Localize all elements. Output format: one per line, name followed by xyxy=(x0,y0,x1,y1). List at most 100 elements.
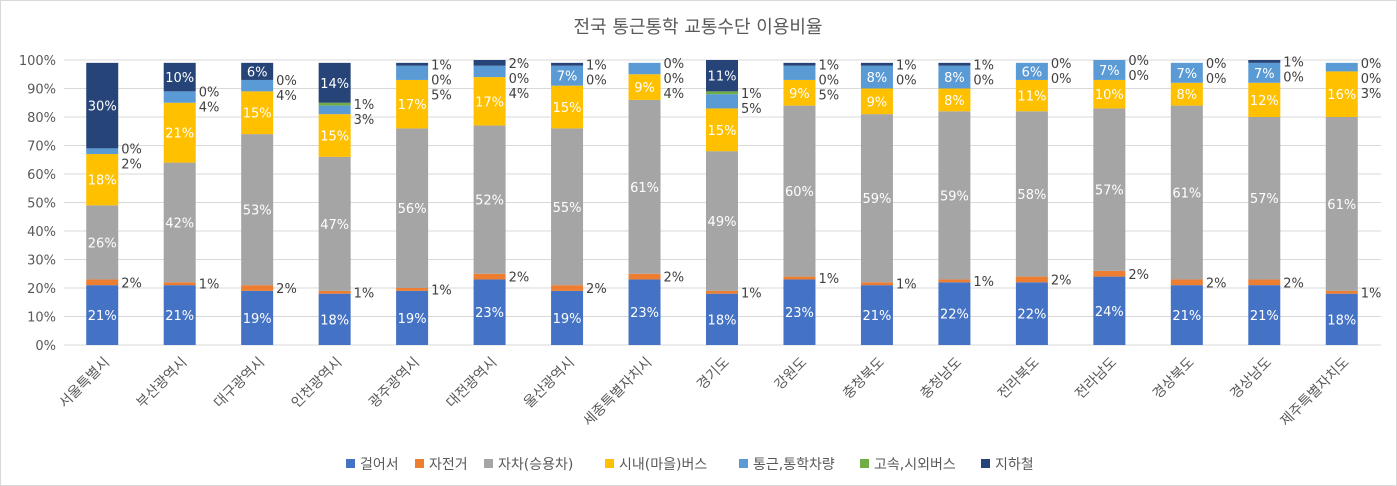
bar-stack: 22%59%8%8%1%0%1% xyxy=(938,58,994,345)
bar-segment xyxy=(551,285,584,291)
bar-segment xyxy=(396,62,429,66)
legend-item: 고속,시외버스 xyxy=(860,457,956,473)
bar-segment xyxy=(1093,79,1126,109)
bar-segment xyxy=(783,62,816,66)
data-label: 21% xyxy=(165,127,194,142)
legend-swatch xyxy=(605,459,614,468)
data-label: 7% xyxy=(557,70,578,85)
bar-segment xyxy=(860,65,893,89)
bar-segment xyxy=(318,290,351,294)
bar-segment xyxy=(318,62,351,103)
data-label: 18% xyxy=(708,313,737,328)
bar-segment xyxy=(1093,60,1126,80)
data-label: 7% xyxy=(1177,67,1198,82)
data-label: 8% xyxy=(1177,88,1198,103)
bar-segment xyxy=(163,285,196,345)
bar-segment xyxy=(706,151,738,291)
data-label: 0% xyxy=(1206,57,1227,72)
bar-segment xyxy=(860,88,893,115)
bar-segment xyxy=(318,114,351,157)
data-label: 1% xyxy=(818,272,839,287)
y-tick-label: 60% xyxy=(27,168,56,183)
bar-segment xyxy=(86,154,119,206)
data-label: 10% xyxy=(165,71,194,86)
data-label: 8% xyxy=(944,71,965,86)
bar-segment xyxy=(551,62,584,66)
data-label: 22% xyxy=(940,308,969,323)
y-tick-label: 100% xyxy=(19,54,56,69)
data-label: 21% xyxy=(1172,309,1201,324)
legend-item: 지하철 xyxy=(981,457,1034,473)
y-tick-label: 20% xyxy=(27,282,56,297)
data-label: 2% xyxy=(664,271,685,286)
data-label: 0% xyxy=(1361,72,1382,87)
legend-swatch xyxy=(484,459,493,468)
x-tick-label: 경기도 xyxy=(694,354,733,393)
data-label: 47% xyxy=(320,218,349,233)
bar-stack: 18%49%15%11%1%5%1% xyxy=(706,60,762,345)
data-label: 15% xyxy=(243,107,272,122)
data-label: 0% xyxy=(199,85,220,100)
data-label: 21% xyxy=(862,309,891,324)
data-label: 0% xyxy=(1051,72,1072,87)
data-label: 7% xyxy=(1099,64,1120,79)
data-label: 9% xyxy=(789,87,810,102)
data-label: 15% xyxy=(553,101,582,116)
bar-segment xyxy=(163,102,196,163)
data-label: 21% xyxy=(88,309,117,324)
bar-segment xyxy=(706,293,738,345)
legend-item: 자차(승용차) xyxy=(484,457,573,473)
bar-segment xyxy=(1093,276,1126,345)
bar-segment xyxy=(1248,285,1281,345)
data-label: 0% xyxy=(509,72,530,87)
bar-segment xyxy=(860,114,893,283)
data-label: 4% xyxy=(276,89,297,104)
legend-item: 자전거 xyxy=(415,457,468,473)
data-label: 18% xyxy=(88,174,117,189)
data-label: 1% xyxy=(741,87,762,102)
bar-segment xyxy=(163,62,196,92)
bar-stack: 21% 42% 21% 10% 0%4% 1% xyxy=(163,62,220,345)
bar-segment xyxy=(86,279,119,286)
data-label: 0% xyxy=(1361,57,1382,72)
bar-segment xyxy=(1015,62,1048,80)
data-label: 0% xyxy=(586,73,607,88)
bar-segment xyxy=(163,282,196,286)
data-label: 52% xyxy=(475,194,504,209)
data-label: 57% xyxy=(1095,184,1124,199)
data-label: 0% xyxy=(121,142,142,157)
data-label: 5% xyxy=(431,88,452,103)
data-label: 0% xyxy=(276,74,297,89)
legend-item: 시내(마을)버스 xyxy=(605,457,707,473)
data-label: 0% xyxy=(1051,57,1072,72)
data-label: 24% xyxy=(1095,305,1124,320)
bar-segment xyxy=(473,273,506,280)
bar-segment xyxy=(396,288,429,291)
data-label: 4% xyxy=(509,87,530,102)
data-label: 1% xyxy=(818,58,839,73)
bar-segment xyxy=(938,282,971,345)
data-label: 18% xyxy=(1327,313,1356,328)
bar-stack: 19% 53% 15% 6% 0%4% 2% xyxy=(241,62,297,345)
data-label: 1% xyxy=(1283,55,1304,70)
bar-segment xyxy=(628,279,661,345)
x-tick-label: 세종특별자치시 xyxy=(580,355,655,430)
bar-segment xyxy=(783,276,816,280)
bar-segment xyxy=(551,290,584,345)
data-label: 2% xyxy=(1051,273,1072,288)
data-label: 2% xyxy=(121,157,142,172)
bar-segment xyxy=(628,273,661,280)
data-label: 14% xyxy=(320,77,349,92)
bar-segment xyxy=(628,62,661,75)
y-tick-label: 50% xyxy=(27,197,56,212)
data-label: 2% xyxy=(586,282,607,297)
bar-segment xyxy=(473,279,506,345)
data-label: 61% xyxy=(1327,198,1356,213)
data-label: 0% xyxy=(973,73,994,88)
y-tick-label: 80% xyxy=(27,111,56,126)
data-label: 2% xyxy=(1206,276,1227,291)
data-label: 9% xyxy=(634,81,655,96)
data-label: 17% xyxy=(475,95,504,110)
data-label: 56% xyxy=(398,202,427,217)
